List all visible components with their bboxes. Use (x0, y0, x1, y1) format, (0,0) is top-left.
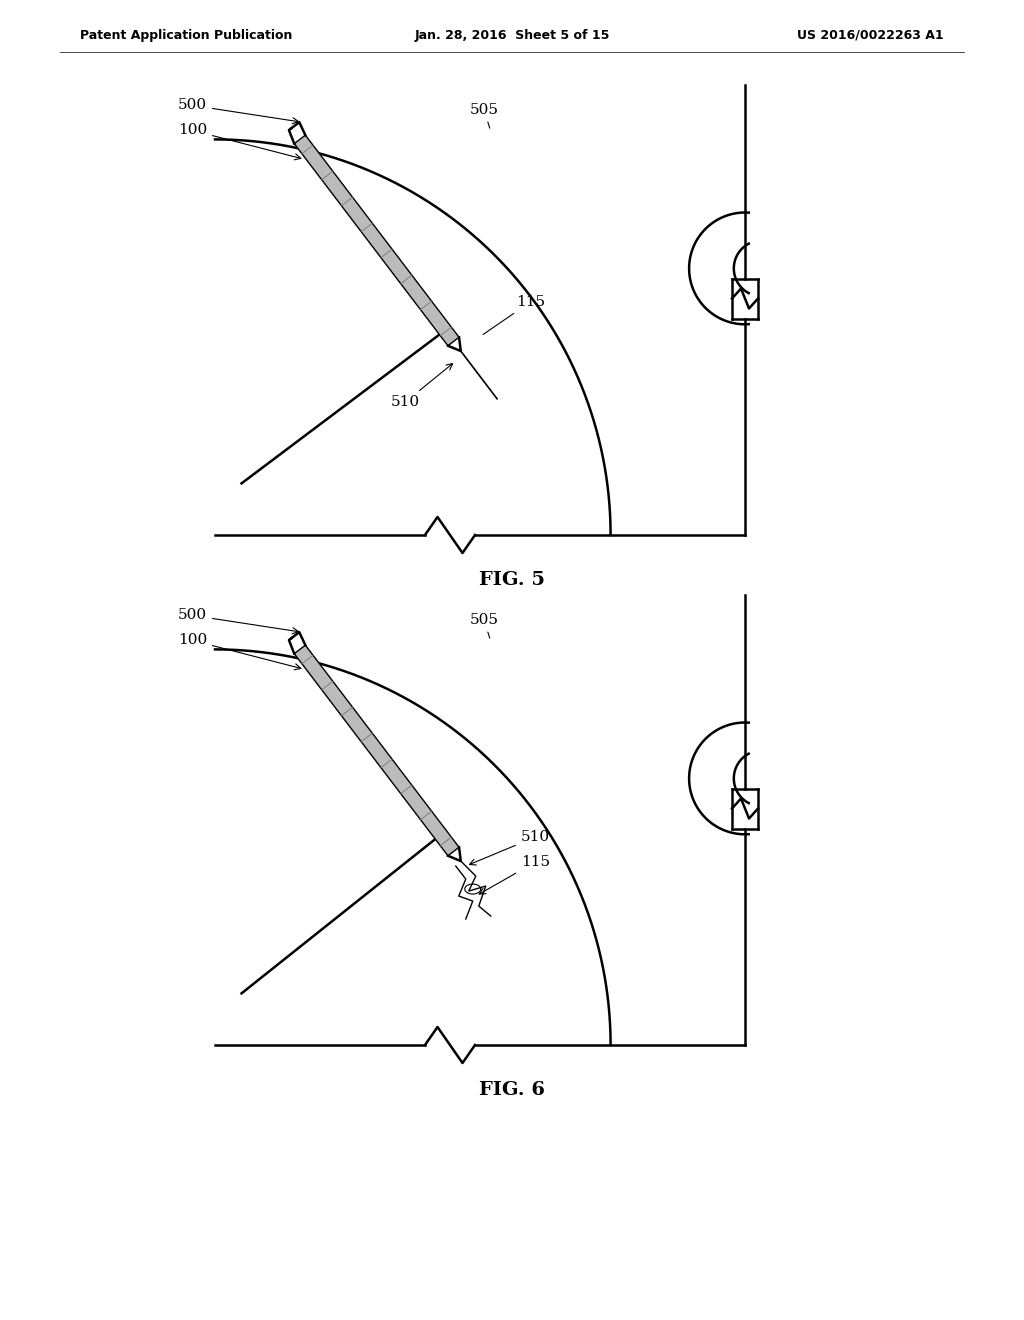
Polygon shape (294, 645, 459, 855)
Text: 505: 505 (469, 103, 499, 128)
Text: Patent Application Publication: Patent Application Publication (80, 29, 293, 41)
Text: US 2016/0022263 A1: US 2016/0022263 A1 (798, 29, 944, 41)
Text: 100: 100 (178, 123, 301, 160)
Text: 100: 100 (178, 634, 301, 669)
Text: 115: 115 (483, 296, 545, 334)
Text: 510: 510 (391, 363, 453, 409)
Text: FIG. 5: FIG. 5 (479, 572, 545, 589)
Text: Jan. 28, 2016  Sheet 5 of 15: Jan. 28, 2016 Sheet 5 of 15 (415, 29, 609, 41)
Text: 500: 500 (178, 609, 299, 634)
Text: FIG. 6: FIG. 6 (479, 1081, 545, 1100)
Text: 510: 510 (469, 830, 550, 865)
Polygon shape (294, 135, 459, 346)
Text: 505: 505 (469, 612, 499, 638)
Text: 115: 115 (479, 855, 550, 894)
Text: 500: 500 (178, 99, 299, 124)
